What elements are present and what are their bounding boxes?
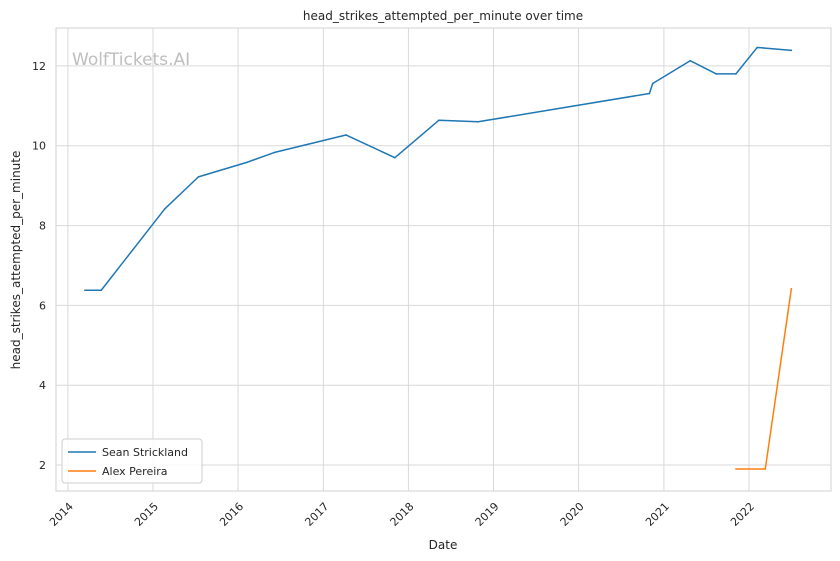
data-point-sean-strickland	[345, 134, 347, 136]
series-line-sean-strickland	[84, 46, 792, 291]
data-point-sean-strickland	[394, 156, 396, 159]
watermark: WolfTickets.AI	[72, 50, 190, 70]
data-point-sean-strickland	[715, 73, 718, 75]
x-tick-label: 2014	[47, 500, 76, 529]
data-point-sean-strickland	[100, 289, 103, 292]
data-point-sean-strickland	[84, 289, 86, 292]
legend-label-sean-strickland: Sean Strickland	[102, 446, 188, 459]
x-tick-label: 2015	[132, 500, 161, 529]
data-point-sean-strickland	[689, 59, 692, 62]
legend-box	[61, 438, 203, 484]
x-axis-ticks: 2014 2015 2016 2017 2018 2019 2020 2021 2022	[47, 500, 757, 529]
y-axis-label: head_strikes_attempted_per_minute	[9, 151, 23, 370]
x-axis-label: Date	[429, 538, 458, 552]
y-tick-label: 4	[39, 379, 46, 392]
plot-area	[55, 27, 832, 492]
data-point-sean-strickland	[164, 208, 166, 210]
chart-title: head_strikes_attempted_per_minute over t…	[303, 9, 583, 23]
x-tick-label: 2016	[217, 500, 246, 529]
data-point-alex-pereira	[764, 468, 767, 470]
x-tick-label: 2021	[643, 500, 672, 529]
y-tick-label: 2	[39, 459, 46, 472]
data-point-sean-strickland	[648, 92, 651, 95]
data-point-sean-strickland	[762, 47, 765, 49]
y-tick-label: 10	[32, 140, 46, 153]
x-tick-label: 2019	[473, 500, 502, 529]
x-tick-label: 2017	[302, 500, 331, 529]
data-point-sean-strickland	[197, 176, 200, 178]
data-point-sean-strickland	[756, 46, 758, 49]
y-tick-label: 8	[39, 220, 46, 233]
data-point-sean-strickland	[245, 161, 248, 164]
data-point-sean-strickland	[735, 73, 737, 75]
y-axis-ticks: 2 4 6 8 10 12	[32, 60, 46, 472]
data-point-sean-strickland	[651, 82, 654, 85]
data-point-sean-strickland	[477, 121, 479, 123]
legend-label-alex-pereira: Alex Pereira	[102, 465, 168, 478]
grid-lines	[56, 28, 831, 491]
data-point-sean-strickland	[273, 151, 275, 154]
x-tick-label: 2018	[388, 500, 417, 529]
x-tick-label: 2020	[558, 500, 587, 529]
y-tick-label: 6	[39, 299, 46, 312]
x-tick-label: 2022	[728, 500, 757, 529]
y-tick-label: 12	[32, 60, 46, 73]
data-point-alex-pereira	[735, 468, 737, 470]
legend: Sean Strickland Alex Pereira	[61, 438, 203, 484]
data-point-alex-pereira	[790, 287, 793, 290]
series-lines	[84, 46, 793, 470]
data-point-sean-strickland	[790, 49, 793, 52]
data-point-sean-strickland	[438, 119, 440, 121]
